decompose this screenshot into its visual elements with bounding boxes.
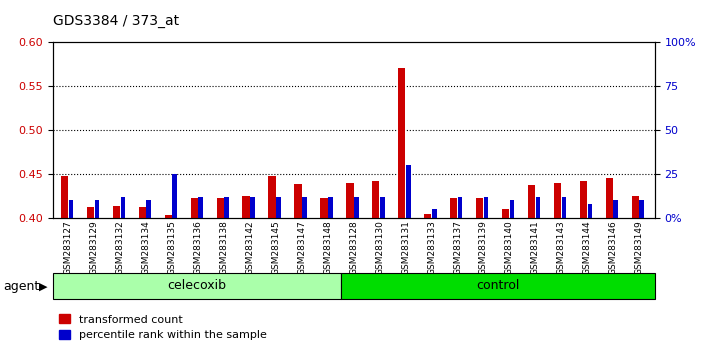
- Text: GSM283147: GSM283147: [297, 221, 306, 275]
- Text: agent: agent: [4, 280, 39, 293]
- Bar: [639, 200, 644, 218]
- Text: GSM283141: GSM283141: [531, 221, 540, 275]
- Text: GDS3384 / 373_at: GDS3384 / 373_at: [53, 14, 179, 28]
- Text: GSM283142: GSM283142: [246, 221, 254, 275]
- Text: GSM283139: GSM283139: [479, 221, 488, 275]
- Bar: [94, 200, 99, 218]
- Text: GSM283144: GSM283144: [583, 221, 592, 275]
- Text: GSM283146: GSM283146: [609, 221, 617, 275]
- Text: GSM283130: GSM283130: [375, 221, 384, 275]
- Bar: [302, 197, 307, 218]
- Bar: [398, 68, 406, 218]
- Bar: [354, 197, 359, 218]
- Bar: [146, 200, 151, 218]
- Text: GSM283135: GSM283135: [168, 221, 177, 275]
- Text: GSM283136: GSM283136: [194, 221, 203, 275]
- Bar: [320, 199, 327, 218]
- Text: control: control: [476, 279, 520, 292]
- Bar: [406, 165, 410, 218]
- Legend: transformed count, percentile rank within the sample: transformed count, percentile rank withi…: [55, 310, 272, 345]
- Text: GSM283128: GSM283128: [349, 221, 358, 275]
- Bar: [346, 183, 353, 218]
- Bar: [588, 204, 592, 218]
- Bar: [250, 197, 255, 218]
- Text: GSM283140: GSM283140: [505, 221, 514, 275]
- Bar: [613, 200, 618, 218]
- Bar: [53, 273, 341, 299]
- Bar: [217, 199, 224, 218]
- Bar: [380, 197, 384, 218]
- Text: celecoxib: celecoxib: [168, 279, 226, 292]
- Bar: [458, 197, 463, 218]
- Bar: [372, 181, 379, 218]
- Bar: [502, 209, 509, 218]
- Text: GSM283145: GSM283145: [272, 221, 280, 275]
- Text: ▶: ▶: [39, 282, 47, 292]
- Bar: [579, 181, 587, 218]
- Bar: [536, 197, 540, 218]
- Bar: [120, 197, 125, 218]
- Text: GSM283137: GSM283137: [453, 221, 462, 275]
- Bar: [268, 176, 276, 218]
- Text: GSM283127: GSM283127: [64, 221, 73, 275]
- Bar: [242, 196, 250, 218]
- Bar: [328, 197, 333, 218]
- Bar: [113, 206, 120, 218]
- Bar: [554, 183, 561, 218]
- Bar: [510, 200, 515, 218]
- Bar: [225, 197, 229, 218]
- Bar: [172, 174, 177, 218]
- Bar: [476, 199, 483, 218]
- Text: GSM283133: GSM283133: [427, 221, 436, 275]
- Text: GSM283143: GSM283143: [557, 221, 566, 275]
- Bar: [276, 197, 281, 218]
- Bar: [484, 197, 489, 218]
- Bar: [432, 209, 436, 218]
- Bar: [424, 214, 432, 218]
- Text: GSM283132: GSM283132: [115, 221, 125, 275]
- Bar: [450, 199, 458, 218]
- Bar: [61, 176, 68, 218]
- Bar: [191, 199, 198, 218]
- Bar: [87, 207, 94, 218]
- Bar: [341, 273, 655, 299]
- Bar: [605, 178, 613, 218]
- Text: GSM283148: GSM283148: [323, 221, 332, 275]
- Text: GSM283129: GSM283129: [90, 221, 99, 275]
- Bar: [68, 200, 73, 218]
- Bar: [139, 207, 146, 218]
- Bar: [294, 184, 301, 218]
- Text: GSM283134: GSM283134: [142, 221, 151, 275]
- Bar: [199, 197, 203, 218]
- Text: GSM283131: GSM283131: [401, 221, 410, 275]
- Bar: [631, 196, 639, 218]
- Text: GSM283149: GSM283149: [634, 221, 643, 275]
- Bar: [562, 197, 566, 218]
- Bar: [165, 215, 172, 218]
- Text: GSM283138: GSM283138: [220, 221, 229, 275]
- Bar: [528, 185, 535, 218]
